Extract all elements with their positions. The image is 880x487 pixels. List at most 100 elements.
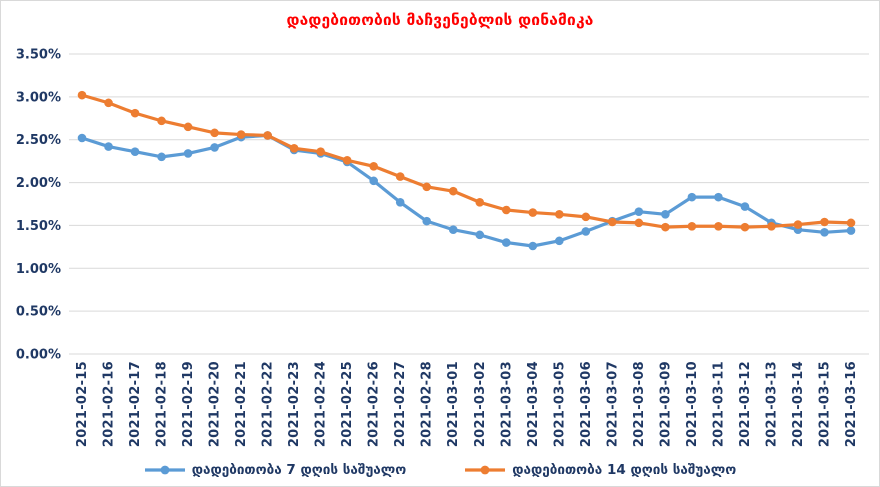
data-point [422,216,432,226]
x-tick-label: 2021-02-21 [234,361,249,447]
data-point [210,143,219,152]
data-point [820,217,829,227]
x-tick-label: 2021-02-20 [208,361,223,447]
y-tick-label: 3.50% [16,48,61,63]
legend-marker-14day-icon [465,465,506,475]
data-point [448,186,458,196]
data-point [740,222,750,232]
data-point [793,220,803,229]
x-tick-label: 2021-02-22 [261,361,276,447]
y-tick-label: 0.50% [16,305,61,320]
y-tick-label: 1.50% [16,219,61,234]
data-point [395,172,405,181]
data-point [555,209,564,219]
data-point [263,131,272,140]
data-point [555,236,564,246]
data-point [210,128,219,138]
chart-title: დადებითობის მაჩვენებლის დინამიკა [286,11,594,29]
data-point [316,147,325,157]
series-line-7day [80,133,853,248]
x-tick-label: 2021-03-11 [711,361,726,447]
data-point [369,176,378,186]
data-point [501,205,511,215]
x-tick-label: 2021-03-05 [552,361,567,447]
x-tick-label: 2021-02-16 [102,361,117,447]
x-tick-label: 2021-03-07 [605,361,620,447]
x-tick-label: 2021-03-03 [499,361,514,447]
data-point [104,98,113,108]
x-tick-label: 2021-03-15 [817,361,832,447]
y-tick-label: 0.00% [16,348,61,363]
legend-marker-7day-icon [144,465,185,475]
x-tick-label: 2021-02-26 [367,361,382,447]
data-point [714,192,723,202]
x-tick-label: 2021-02-18 [155,361,170,447]
data-point [740,202,750,211]
data-point [77,90,87,100]
legend-label-7day: დადებითობა 7 დღის საშუალო [191,462,407,478]
legend-label-14day: დადებითობა 14 დღის საშუალო [512,462,737,478]
x-tick-label: 2021-03-12 [738,361,753,447]
data-point [395,197,405,207]
data-point [661,222,670,232]
x-tick-label: 2021-02-23 [287,361,302,447]
data-point [846,226,856,235]
data-point [714,221,723,231]
x-tick-label: 2021-02-17 [128,361,143,447]
x-tick-label: 2021-02-24 [314,361,329,447]
data-point [820,227,829,237]
x-tick-label: 2021-03-01 [446,361,461,447]
x-tick-label: 2021-02-27 [393,361,408,447]
data-point [183,149,193,158]
data-point [236,130,246,139]
data-point [369,161,378,171]
x-tick-label: 2021-03-10 [685,361,700,447]
x-tick-label: 2021-03-06 [579,361,594,447]
data-point [130,147,140,157]
y-tick-label: 1.00% [16,262,61,277]
data-point [77,133,87,143]
data-point [581,227,591,236]
x-tick-label: 2021-03-04 [526,361,541,447]
data-point [767,221,776,231]
data-point [634,218,644,228]
data-point [501,238,511,247]
legend-item-14day: დადებითობა 14 დღის საშუალო [464,462,736,478]
x-tick-label: 2021-02-25 [340,361,355,447]
data-point [687,192,697,202]
data-point [422,182,432,192]
data-point [475,230,485,240]
data-point [157,116,166,126]
x-tick-label: 2021-03-02 [473,361,488,447]
x-tick-label: 2021-02-19 [181,361,196,447]
data-point [475,197,485,207]
data-point [528,241,538,251]
x-tick-label: 2021-03-09 [658,361,673,447]
legend: დადებითობა 7 დღის საშუალო დადებითობა 14 … [1,462,879,478]
data-point [687,221,697,231]
y-tick-label: 2.00% [16,176,61,191]
data-point [183,122,193,132]
data-point [130,108,140,118]
data-point [289,143,299,153]
data-point [448,225,458,235]
data-point [608,217,617,227]
data-point [846,218,856,228]
legend-item-7day: დადებითობა 7 დღის საშუალო [144,462,407,478]
data-point [661,209,670,219]
y-tick-label: 2.50% [16,133,61,148]
x-tick-label: 2021-03-14 [791,361,806,447]
y-tick-label: 3.00% [16,90,61,105]
x-tick-label: 2021-02-15 [75,361,90,447]
data-point [581,212,591,222]
x-tick-label: 2021-02-28 [420,361,435,447]
x-tick-label: 2021-03-13 [764,361,779,447]
series-line-14day [80,93,853,229]
data-point [528,208,538,217]
data-point [157,152,166,162]
data-point [342,155,352,165]
data-point [634,207,644,217]
x-tick-label: 2021-03-08 [632,361,647,447]
